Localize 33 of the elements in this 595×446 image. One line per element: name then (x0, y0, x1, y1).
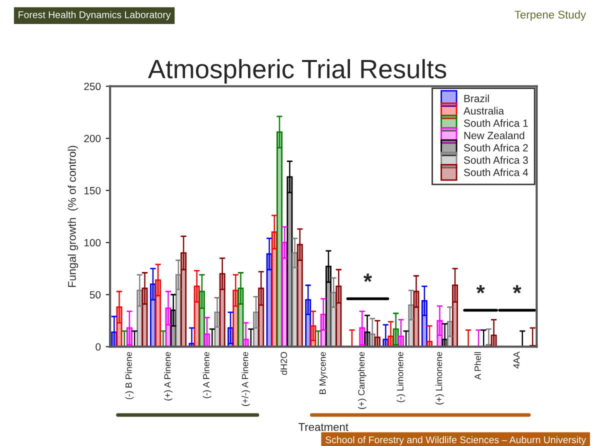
x-tick-label: 4AA (513, 352, 520, 368)
x-tick-label: (-) B Pinene (125, 352, 134, 400)
legend-label: Australia (464, 106, 504, 115)
x-tick-label: A Phell (474, 352, 481, 380)
annotation: * (512, 285, 522, 294)
y-tick-label: 200 (84, 134, 101, 142)
x-tick-label: dH2O (280, 352, 288, 375)
x-tick-label: (+/-) A Pinene (242, 352, 250, 406)
x-tick-label: (+) Limonene (436, 352, 444, 404)
legend-label: South Africa 2 (464, 144, 528, 152)
y-tick-label: 0 (96, 343, 101, 351)
legend-label: South Africa 3 (464, 156, 528, 164)
y-tick-label: 50 (90, 291, 101, 299)
chart-title: Atmospheric Trial Results (148, 59, 446, 84)
x-tick-label: B Myrcene (320, 352, 328, 394)
annotation: * (363, 274, 372, 282)
y-tick-label: 100 (84, 239, 101, 246)
text: Forest Health Dynamics Laboratory (18, 11, 171, 20)
x-tick-label: (-) Limonene (396, 352, 406, 402)
legend-label: Brazil (464, 94, 489, 102)
x-tick-label: (+) Camphene (358, 352, 366, 409)
text: School of Forestry and Wildlife Sciences – Auburn University (326, 436, 586, 446)
y-axis-title: Fungal growth (% of control) (68, 146, 78, 287)
x-tick-label: (-) A Pinene (202, 352, 212, 398)
legend-label: New Zealand (464, 132, 524, 140)
y-tick-label: 150 (84, 186, 101, 194)
y-tick-label: 250 (84, 82, 101, 90)
x-axis-title: Treatment (298, 423, 348, 431)
legend-label: South Africa 1 (464, 119, 528, 127)
annotation: * (476, 285, 485, 294)
legend-label: South Africa 4 (464, 168, 528, 176)
text: Terpene Study (514, 10, 586, 21)
x-tick-label: (+) A Pinene (164, 352, 172, 400)
